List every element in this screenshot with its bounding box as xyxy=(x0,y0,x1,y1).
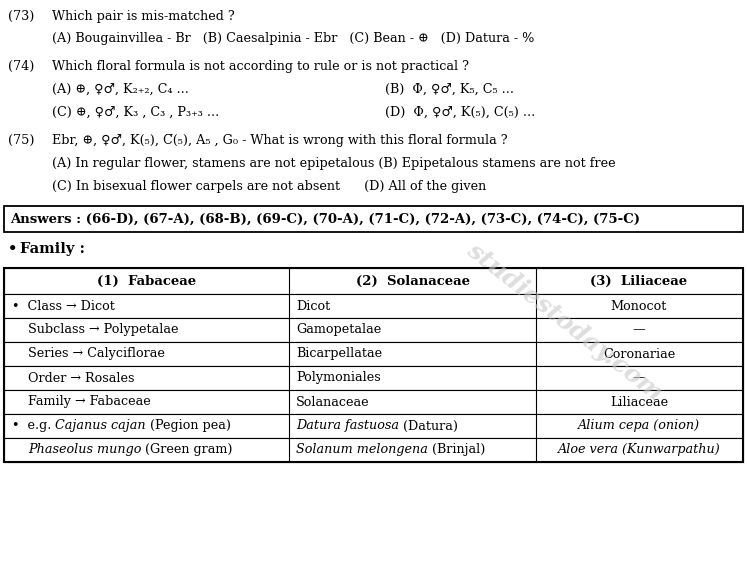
Text: Order → Rosales: Order → Rosales xyxy=(12,371,134,385)
Bar xyxy=(4,318,743,342)
Text: (1)  Fabaceae: (1) Fabaceae xyxy=(97,275,196,288)
Text: Liliaceae: Liliaceae xyxy=(610,396,668,409)
Text: Series → Calyciflorae: Series → Calyciflorae xyxy=(12,347,165,360)
Text: •  e.g.: • e.g. xyxy=(12,420,55,432)
Text: Solanaceae: Solanaceae xyxy=(296,396,370,409)
Bar xyxy=(4,390,743,414)
Text: (74): (74) xyxy=(8,60,34,73)
Text: •: • xyxy=(8,242,17,256)
Text: (Pegion pea): (Pegion pea) xyxy=(146,420,231,432)
Bar xyxy=(4,366,743,390)
Bar xyxy=(4,268,743,294)
Text: Ebr, ⊕, ♀♂, K(₅), C̅(₅), A₅ , G₀ - What is wrong with this floral formula ?: Ebr, ⊕, ♀♂, K(₅), C̅(₅), A₅ , G₀ - What … xyxy=(52,134,508,147)
Text: (Datura): (Datura) xyxy=(399,420,458,432)
Text: Gamopetalae: Gamopetalae xyxy=(296,324,381,336)
Bar xyxy=(4,268,743,462)
Text: —: — xyxy=(633,371,645,385)
Bar xyxy=(4,342,743,366)
Text: (B)  Φ, ♀♂, K₅, C₅ ...: (B) Φ, ♀♂, K₅, C₅ ... xyxy=(385,83,514,96)
Text: (A) In regular flower, stamens are not epipetalous (B) Epipetalous stamens are n: (A) In regular flower, stamens are not e… xyxy=(52,157,616,170)
Text: Alium cepa (onion): Alium cepa (onion) xyxy=(578,420,700,432)
Text: Aloe vera (Kunwarpathu): Aloe vera (Kunwarpathu) xyxy=(557,443,720,456)
Text: Which floral formula is not according to rule or is not practical ?: Which floral formula is not according to… xyxy=(52,60,469,73)
Text: (Green gram): (Green gram) xyxy=(141,443,233,456)
Text: (75): (75) xyxy=(8,134,34,147)
Bar xyxy=(4,438,743,462)
Text: (C) ⊕, ♀♂, K₃ , C₃ , P₃₊₃ ...: (C) ⊕, ♀♂, K₃ , C₃ , P₃₊₃ ... xyxy=(52,106,220,119)
Text: (A) ⊕, ♀♂, K₂₊₂, C₄ ...: (A) ⊕, ♀♂, K₂₊₂, C₄ ... xyxy=(52,83,189,96)
Text: Answers : (66-D), (67-A), (68-B), (69-C), (70-A), (71-C), (72-A), (73-C), (74-C): Answers : (66-D), (67-A), (68-B), (69-C)… xyxy=(10,212,640,225)
Text: (2)  Solanaceae: (2) Solanaceae xyxy=(356,275,470,288)
Text: (D)  Φ, ♀♂, K(₅), C(₅) ...: (D) Φ, ♀♂, K(₅), C(₅) ... xyxy=(385,106,536,119)
Text: Polymoniales: Polymoniales xyxy=(296,371,381,385)
Bar xyxy=(4,414,743,438)
Bar xyxy=(4,206,743,232)
Text: Monocot: Monocot xyxy=(611,300,667,313)
Text: Dicot: Dicot xyxy=(296,300,330,313)
Text: studiestoday.com: studiestoday.com xyxy=(462,238,668,406)
Text: (A) Bougainvillea - Br   (B) Caesalpinia - Ebr   (C) Bean - ⊕   (D) Datura - %: (A) Bougainvillea - Br (B) Caesalpinia -… xyxy=(52,32,534,45)
Text: (Brinjal): (Brinjal) xyxy=(428,443,486,456)
Text: Which pair is mis-matched ?: Which pair is mis-matched ? xyxy=(52,10,235,23)
Text: (73): (73) xyxy=(8,10,34,23)
Text: Solanum melongena: Solanum melongena xyxy=(296,443,428,456)
Text: Bicarpellatae: Bicarpellatae xyxy=(296,347,382,360)
Text: Coronariae: Coronariae xyxy=(603,347,675,360)
Text: Datura fastuosa: Datura fastuosa xyxy=(296,420,399,432)
Text: Family → Fabaceae: Family → Fabaceae xyxy=(12,396,151,409)
Text: Phaseolus mungo: Phaseolus mungo xyxy=(28,443,141,456)
Text: (3)  Liliaceae: (3) Liliaceae xyxy=(590,275,687,288)
Text: (C) In bisexual flower carpels are not absent      (D) All of the given: (C) In bisexual flower carpels are not a… xyxy=(52,180,486,193)
Text: •  Class → Dicot: • Class → Dicot xyxy=(12,300,115,313)
Text: Cajanus cajan: Cajanus cajan xyxy=(55,420,146,432)
Text: Subclass → Polypetalae: Subclass → Polypetalae xyxy=(12,324,179,336)
Bar xyxy=(4,294,743,318)
Text: —: — xyxy=(633,324,645,336)
Text: Family :: Family : xyxy=(20,242,85,256)
